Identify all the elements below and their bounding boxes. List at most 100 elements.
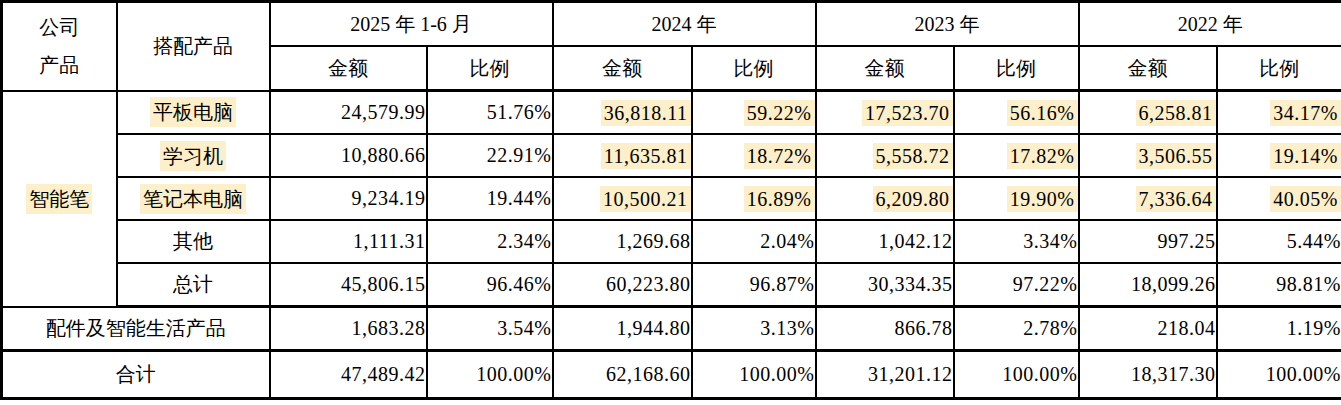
cell-text: 5.44% xyxy=(1287,230,1341,253)
header-amount-2022: 金额 xyxy=(1079,46,1217,91)
highlighted-text: 36,818.11 xyxy=(601,100,691,126)
cell-text: 997.25 xyxy=(1158,230,1216,253)
value-cell: 36,818.11 xyxy=(553,91,692,135)
value-cell: 100.00% xyxy=(954,351,1079,399)
value-cell: 2.04% xyxy=(692,220,816,263)
value-cell: 62,168.60 xyxy=(553,351,692,399)
value-cell: 1.19% xyxy=(1217,307,1341,351)
row-label: 平板电脑 xyxy=(117,91,270,135)
value-cell: 45,806.15 xyxy=(270,263,427,307)
value-cell: 100.00% xyxy=(692,351,816,399)
value-cell: 1,944.80 xyxy=(553,307,692,351)
highlighted-text: 34.17% xyxy=(1270,100,1341,126)
header-row-periods: 公司 产品 搭配产品 2025 年 1-6 月 2024 年 2023 年 20… xyxy=(2,2,1341,47)
cell-text: 218.04 xyxy=(1158,317,1216,340)
row-label: 其他 xyxy=(117,220,270,263)
header-company-product-line1: 公司 xyxy=(3,8,116,46)
cell-text: 22.91% xyxy=(487,144,552,167)
table-body: 智能笔 平板电脑 24,579.99 51.76% 36,818.11 59.22% 17,… xyxy=(2,91,1341,399)
value-cell: 19.90% xyxy=(954,177,1079,220)
value-cell: 17.82% xyxy=(954,134,1079,177)
highlighted-text: 10,500.21 xyxy=(600,186,691,212)
value-cell: 96.87% xyxy=(692,263,816,307)
highlighted-text: 40.05% xyxy=(1270,186,1341,212)
cell-text: 合计 xyxy=(116,361,156,388)
value-cell: 3,506.55 xyxy=(1079,134,1217,177)
row-label: 总计 xyxy=(117,263,270,307)
cell-text: 96.87% xyxy=(750,273,815,296)
cell-text: 总计 xyxy=(173,271,213,298)
value-cell: 47,489.42 xyxy=(270,351,427,399)
header-ratio-2025: 比例 xyxy=(427,46,553,91)
highlighted-text: 17,523.70 xyxy=(862,100,953,126)
value-cell: 10,500.21 xyxy=(553,177,692,220)
value-cell: 30,334.35 xyxy=(816,263,954,307)
header-period-2022: 2022 年 xyxy=(1079,2,1341,47)
value-cell: 56.16% xyxy=(954,91,1079,135)
header-paired-product: 搭配产品 xyxy=(117,2,270,91)
table-row: 其他1,111.31 2.34%1,269.682.04% 1,042.12 3.34… xyxy=(2,220,1341,263)
company-product-cell: 智能笔 xyxy=(2,91,117,307)
header-period-2024: 2024 年 xyxy=(553,2,816,47)
header-amount-2025: 金额 xyxy=(270,46,427,91)
cell-text: 1,683.28 xyxy=(352,317,426,340)
value-cell: 1,111.31 xyxy=(270,220,427,263)
highlighted-text: 16.89% xyxy=(744,186,815,212)
row-label: 合计 xyxy=(2,351,270,399)
value-cell: 3.54% xyxy=(427,307,553,351)
cell-text: 1,042.12 xyxy=(879,230,953,253)
value-cell: 1,683.28 xyxy=(270,307,427,351)
cell-text: 97.22% xyxy=(1013,273,1078,296)
table-row: 配件及智能生活产品 1,683.28 3.54%1,944.80 3.13% 866.7… xyxy=(2,307,1341,351)
value-cell: 5,558.72 xyxy=(816,134,954,177)
cell-text: 18,099.26 xyxy=(1131,273,1216,296)
table-row: 笔记本电脑9,234.1919.44%10,500.2116.89%6,209.… xyxy=(2,177,1341,220)
cell-text: 866.78 xyxy=(895,317,953,340)
cell-text: 51.76% xyxy=(487,101,552,124)
value-cell: 97.22% xyxy=(954,263,1079,307)
cell-text: 2.34% xyxy=(497,230,551,253)
highlighted-text: 平板电脑 xyxy=(150,97,236,127)
cell-text: 3.34% xyxy=(1023,230,1077,253)
highlighted-text: 59.22% xyxy=(744,100,815,126)
highlighted-text: 6,258.81 xyxy=(1136,100,1216,126)
value-cell: 866.78 xyxy=(816,307,954,351)
value-cell: 6,209.80 xyxy=(816,177,954,220)
value-cell: 9,234.19 xyxy=(270,177,427,220)
highlighted-text: 17.82% xyxy=(1007,143,1078,169)
cell-text: 98.81% xyxy=(1276,273,1341,296)
value-cell: 2.78% xyxy=(954,307,1079,351)
highlighted-text: 7,336.64 xyxy=(1136,186,1216,212)
value-cell: 18,099.26 xyxy=(1079,263,1217,307)
table-row: 总计45,806.1596.46%60,223.8096.87%30,334.3… xyxy=(2,263,1341,307)
cell-text: 9,234.19 xyxy=(352,187,426,210)
cell-text: 2.78% xyxy=(1023,317,1077,340)
value-cell: 18.72% xyxy=(692,134,816,177)
cell-text: 配件及智能生活产品 xyxy=(46,315,226,342)
value-cell: 34.17% xyxy=(1217,91,1341,135)
header-ratio-2024: 比例 xyxy=(692,46,816,91)
cell-text: 62,168.60 xyxy=(606,363,691,386)
table-header: 公司 产品 搭配产品 2025 年 1-6 月 2024 年 2023 年 20… xyxy=(2,2,1341,91)
cell-text: 100.00% xyxy=(739,363,814,386)
row-label: 笔记本电脑 xyxy=(117,177,270,220)
cell-text: 3.13% xyxy=(760,317,814,340)
table-row: 学习机10,880.6622.91%11,635.8118.72%5,558.7… xyxy=(2,134,1341,177)
value-cell: 5.44% xyxy=(1217,220,1341,263)
value-cell: 59.22% xyxy=(692,91,816,135)
highlighted-text: 11,635.81 xyxy=(601,143,691,169)
value-cell: 51.76% xyxy=(427,91,553,135)
value-cell: 7,336.64 xyxy=(1079,177,1217,220)
value-cell: 24,579.99 xyxy=(270,91,427,135)
value-cell: 1,269.68 xyxy=(553,220,692,263)
value-cell: 1,042.12 xyxy=(816,220,954,263)
cell-text: 60,223.80 xyxy=(606,273,691,296)
cell-text: 3.54% xyxy=(497,317,551,340)
header-period-2023: 2023 年 xyxy=(816,2,1079,47)
cell-text: 1.19% xyxy=(1287,317,1341,340)
value-cell: 100.00% xyxy=(427,351,553,399)
cell-text: 30,334.35 xyxy=(868,273,953,296)
cell-text: 24,579.99 xyxy=(341,101,426,124)
header-ratio-2022: 比例 xyxy=(1217,46,1341,91)
value-cell: 22.91% xyxy=(427,134,553,177)
